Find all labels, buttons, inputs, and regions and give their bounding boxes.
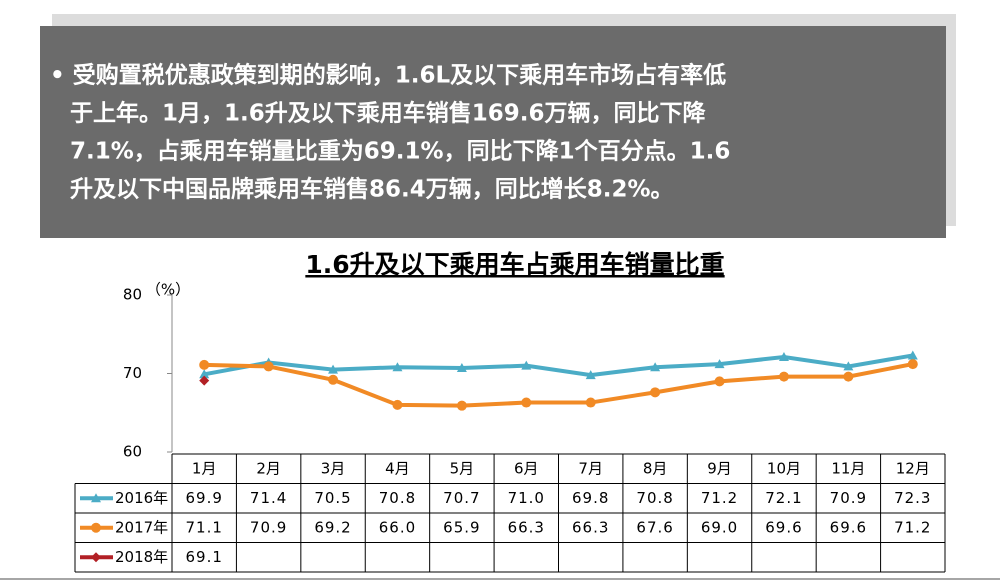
x-tick-label: 1月 xyxy=(192,459,217,477)
series-line xyxy=(204,362,914,408)
marker xyxy=(714,376,725,387)
marker xyxy=(907,350,918,360)
data-label: 70.5 xyxy=(314,489,351,507)
x-tick-label: 12月 xyxy=(896,459,930,477)
data-label: 70.8 xyxy=(379,489,416,507)
data-label: 67.6 xyxy=(636,518,673,536)
x-tick-label: 2月 xyxy=(256,459,281,477)
note-line: 升及以下中国品牌乘用车销售86.4万辆，同比增长8.2%。 xyxy=(70,176,674,203)
marker xyxy=(521,397,532,408)
data-label: 69.2 xyxy=(314,518,351,536)
x-tick-label: 3月 xyxy=(321,459,346,477)
note-line: • 受购置税优惠政策到期的影响，1.6L及以下乘用车市场占有率低 xyxy=(50,62,726,89)
data-label: 71.1 xyxy=(186,518,223,536)
y-tick-label: 80 xyxy=(123,286,142,304)
data-label: 69.6 xyxy=(765,518,802,536)
data-label: 66.3 xyxy=(508,518,545,536)
legend-label: 2018年 xyxy=(115,548,168,566)
data-label: 71.0 xyxy=(508,489,545,507)
marker xyxy=(843,371,854,382)
x-tick-label: 8月 xyxy=(643,459,668,477)
note-line: 7.1%，占乘用车销量比重为69.1%，同比下降1个百分点。1.6 xyxy=(70,138,730,165)
marker xyxy=(456,363,467,373)
data-label: 72.3 xyxy=(894,489,931,507)
data-label: 65.9 xyxy=(443,518,480,536)
x-tick-label: 10月 xyxy=(767,459,801,477)
data-label: 66.0 xyxy=(379,518,416,536)
marker xyxy=(585,397,596,408)
y-tick-label: 70 xyxy=(123,364,142,382)
series-line xyxy=(203,353,914,378)
marker xyxy=(199,375,210,386)
data-label: 72.1 xyxy=(765,489,802,507)
marker xyxy=(328,374,339,385)
data-label: 70.8 xyxy=(636,489,673,507)
legend-marker xyxy=(91,522,101,533)
data-label: 69.8 xyxy=(572,489,609,507)
y-axis-label: （%） xyxy=(146,281,190,299)
x-tick-label: 5月 xyxy=(450,459,475,477)
legend-label: 2017年 xyxy=(115,518,168,536)
x-tick-label: 6月 xyxy=(514,459,539,477)
marker xyxy=(392,399,403,410)
x-tick-label: 11月 xyxy=(831,459,865,477)
marker xyxy=(650,387,661,398)
data-label: 71.4 xyxy=(250,489,287,507)
x-tick-label: 7月 xyxy=(578,459,603,477)
marker xyxy=(714,359,725,369)
marker xyxy=(843,361,854,371)
marker xyxy=(650,362,661,372)
legend-label: 2016年 xyxy=(115,489,168,507)
marker xyxy=(199,359,210,370)
marker xyxy=(456,400,467,411)
data-label: 71.2 xyxy=(701,489,738,507)
chart-title: 1.6升及以下乘用车占乘用车销量比重 xyxy=(305,250,724,279)
note-box xyxy=(40,26,946,238)
marker xyxy=(778,352,789,362)
data-label: 70.9 xyxy=(250,518,287,536)
x-tick-label: 9月 xyxy=(707,459,732,477)
legend-marker xyxy=(91,552,101,563)
data-label: 70.7 xyxy=(443,489,480,507)
marker xyxy=(907,359,918,370)
data-label: 69.0 xyxy=(701,518,738,536)
data-label: 71.2 xyxy=(894,518,931,536)
data-label: 70.9 xyxy=(830,489,867,507)
note-line: 于上年。1月，1.6升及以下乘用车销售169.6万辆，同比下降 xyxy=(70,100,706,127)
marker xyxy=(778,371,789,382)
marker xyxy=(328,364,339,374)
marker xyxy=(585,370,596,380)
marker xyxy=(392,362,403,372)
marker xyxy=(521,360,532,370)
marker xyxy=(263,361,274,372)
marker xyxy=(199,369,210,379)
data-label: 66.3 xyxy=(572,518,609,536)
data-label: 69.1 xyxy=(186,548,223,566)
data-label: 69.9 xyxy=(186,489,223,507)
legend-marker xyxy=(91,493,101,503)
data-label: 69.6 xyxy=(830,518,867,536)
y-tick-label: 60 xyxy=(123,443,142,461)
x-tick-label: 4月 xyxy=(385,459,410,477)
